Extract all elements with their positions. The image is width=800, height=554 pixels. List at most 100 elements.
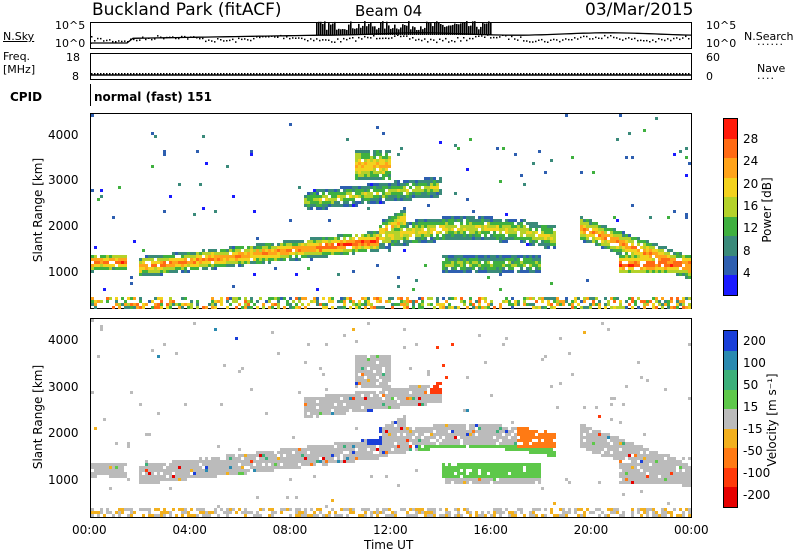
rti-cell (157, 261, 160, 264)
rti-cell (595, 436, 598, 439)
rti-cell (103, 514, 106, 517)
rti-cell (475, 300, 478, 303)
rti-cell (400, 198, 403, 201)
rti-cell (286, 246, 289, 249)
rti-cell (457, 463, 460, 466)
nave-dot (445, 73, 447, 75)
rti-cell (448, 475, 451, 478)
rti-cell (238, 457, 241, 460)
rti-cell (610, 511, 613, 514)
rti-cell (211, 306, 214, 309)
rti-cell (307, 207, 310, 210)
rti-cell (169, 487, 172, 490)
rti-cell (529, 481, 532, 484)
rti-cell (529, 430, 532, 433)
rti-cell (139, 273, 142, 276)
rti-cell (379, 367, 382, 370)
rti-cell (331, 246, 334, 249)
rti-cell (274, 460, 277, 463)
rti-cell (118, 303, 121, 306)
nsearch-dot (643, 40, 645, 42)
rti-cell (544, 246, 547, 249)
rti-cell (370, 159, 373, 162)
rti-cell (343, 448, 346, 451)
rti-cell (415, 469, 418, 472)
rti-cell (394, 511, 397, 514)
rti-cell (106, 300, 109, 303)
rti-cell (508, 442, 511, 445)
rti-cell (310, 448, 313, 451)
rti-cell (97, 466, 100, 469)
rti-cell (598, 303, 601, 306)
rti-cell (460, 463, 463, 466)
rti-cell (310, 412, 313, 415)
rti-cell (403, 328, 406, 331)
rti-cell (484, 237, 487, 240)
rti-cell (547, 234, 550, 237)
rti-cell (208, 466, 211, 469)
rti-cell (241, 460, 244, 463)
rti-cell (418, 400, 421, 403)
rti-cell (343, 409, 346, 412)
rti-cell (496, 222, 499, 225)
rti-cell (295, 303, 298, 306)
rti-cell (379, 355, 382, 358)
rti-cell (508, 511, 511, 514)
rti-cell (226, 466, 229, 469)
rti-cell (337, 403, 340, 406)
rti-cell (412, 508, 415, 511)
rti-cell (373, 511, 376, 514)
rti-cell (472, 264, 475, 267)
rti-cell (349, 460, 352, 463)
rti-cell (589, 445, 592, 448)
rti-cell (382, 186, 385, 189)
rti-cell (304, 195, 307, 198)
rti-cell (400, 439, 403, 442)
rti-cell (454, 436, 457, 439)
rti-cell (385, 373, 388, 376)
rti-cell (196, 508, 199, 511)
rti-cell (421, 240, 424, 243)
nave-dot (388, 73, 390, 75)
rti-cell (427, 192, 430, 195)
nsearch-dot (646, 39, 648, 42)
rti-cell (274, 303, 277, 306)
rti-cell (283, 258, 286, 261)
rti-cell (316, 397, 319, 400)
rti-cell (367, 177, 370, 180)
nsearch-dot (343, 37, 345, 40)
nave-dot (256, 73, 258, 75)
rti-cell (364, 306, 367, 309)
rti-cell (253, 255, 256, 258)
rti-cell (403, 237, 406, 240)
rti-cell (211, 267, 214, 270)
rti-cell (172, 466, 175, 469)
rti-cell (406, 225, 409, 228)
rti-cell (535, 222, 538, 225)
rti-cell (382, 433, 385, 436)
rti-cell (97, 258, 100, 261)
rti-cell (163, 150, 166, 153)
rti-cell (616, 234, 619, 237)
nsearch-dot (649, 41, 651, 43)
rti-cell (529, 237, 532, 240)
rti-cell (445, 219, 448, 222)
rti-cell (391, 216, 394, 219)
rti-cell (514, 219, 517, 222)
rti-cell (97, 264, 100, 267)
rti-cell (313, 189, 316, 192)
rti-cell (493, 306, 496, 309)
rti-cell (412, 180, 415, 183)
rti-cell (520, 261, 523, 264)
rti-cell (454, 445, 457, 448)
rti-cell (406, 442, 409, 445)
rti-cell (295, 246, 298, 249)
rti-cell (256, 451, 259, 454)
rti-cell (211, 469, 214, 472)
nave-dot (610, 73, 612, 75)
rti-cell (169, 463, 172, 466)
rti-cell (685, 270, 688, 273)
rti-cell (532, 472, 535, 475)
rti-cell (277, 451, 280, 454)
rti-cell (289, 466, 292, 469)
